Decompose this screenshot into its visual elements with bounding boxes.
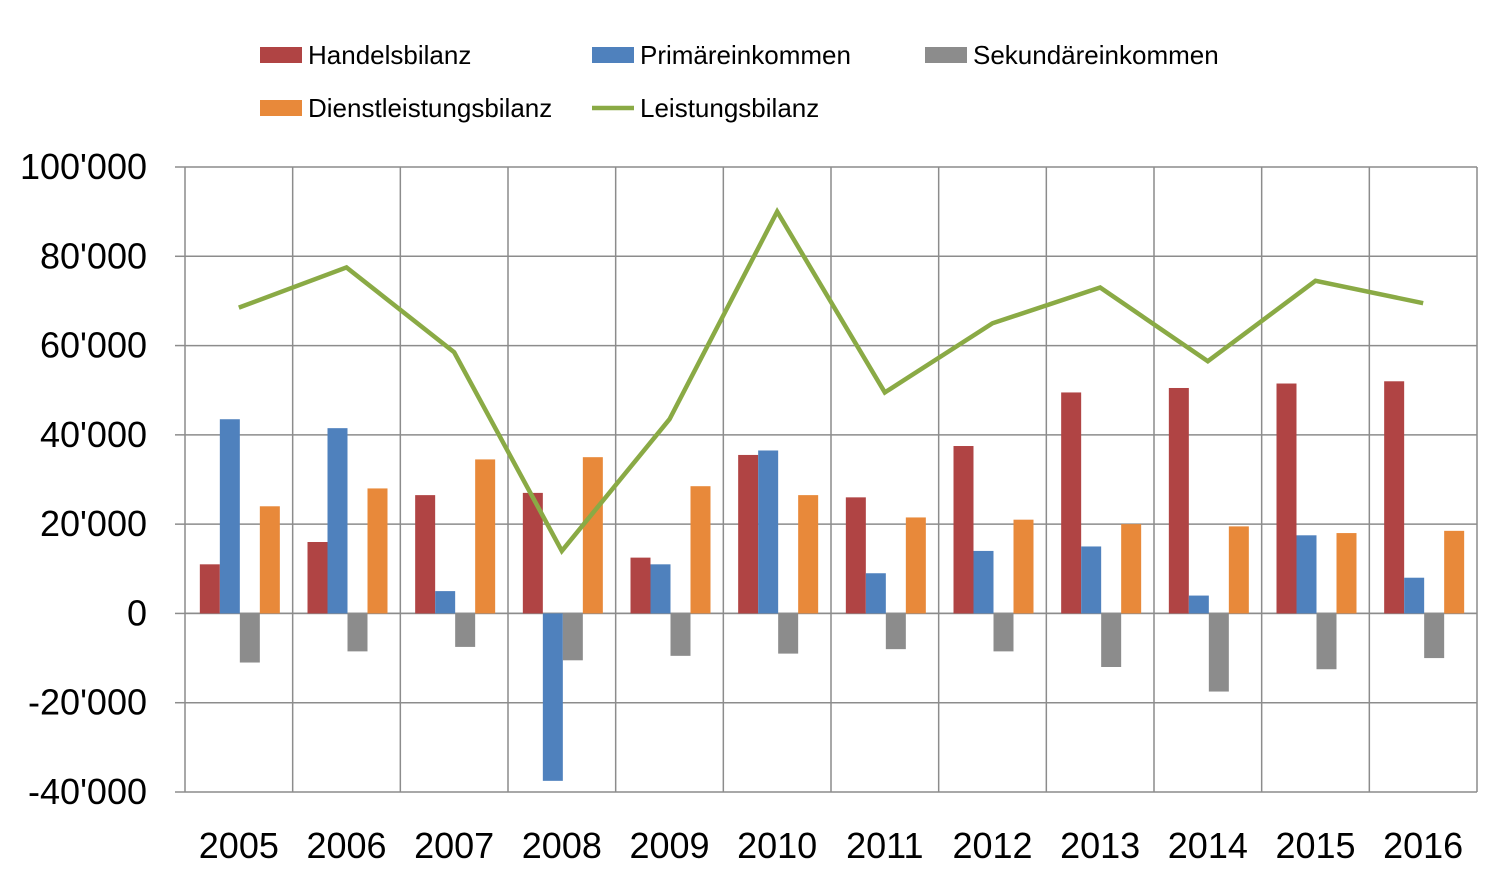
bar-primäreinkommen	[973, 550, 994, 614]
bar-handelsbilanz	[845, 497, 866, 614]
line-series	[238, 207, 1424, 555]
bar-primäreinkommen	[650, 564, 671, 614]
bar-dienstleistungsbilanz	[367, 488, 388, 614]
bar-primäreinkommen	[1188, 595, 1209, 614]
y-tick-label: 100'000	[20, 146, 147, 187]
y-tick-label: -20'000	[28, 682, 147, 723]
x-tick-label: 2010	[737, 825, 817, 866]
y-tick-label: 60'000	[40, 325, 147, 366]
bar-dienstleistungsbilanz	[1444, 530, 1465, 614]
bar-primäreinkommen	[865, 573, 886, 614]
bar-handelsbilanz	[1061, 392, 1082, 614]
x-tick-label: 2007	[414, 825, 494, 866]
bar-sekundäreinkommen	[778, 613, 799, 654]
bar-sekundäreinkommen	[239, 613, 260, 663]
bar-handelsbilanz	[738, 454, 759, 614]
bars	[199, 381, 1465, 781]
bar-handelsbilanz	[630, 557, 651, 614]
bar-dienstleistungsbilanz	[475, 459, 496, 614]
legend-label: Dienstleistungsbilanz	[308, 93, 552, 123]
legend-label: Handelsbilanz	[308, 40, 471, 70]
y-tick-label: 80'000	[40, 235, 147, 276]
axes: 100'000 80'000 60'000 40'000 20'000 0 -20'000 -…	[20, 146, 1463, 866]
bar-sekundäreinkommen	[455, 613, 476, 647]
bar-handelsbilanz	[953, 446, 974, 614]
x-tick-label: 2015	[1275, 825, 1355, 866]
bar-primäreinkommen	[435, 591, 456, 614]
bar-sekundäreinkommen	[1424, 613, 1445, 659]
bar-primäreinkommen	[1296, 535, 1317, 614]
y-tick-label: 40'000	[40, 414, 147, 455]
line-leistungsbilanz	[238, 207, 1424, 555]
bar-dienstleistungsbilanz	[1228, 526, 1249, 614]
x-tick-label: 2013	[1060, 825, 1140, 866]
bar-sekundäreinkommen	[885, 613, 906, 650]
legend-swatch	[592, 47, 634, 63]
bar-primäreinkommen	[1081, 546, 1102, 614]
bar-dienstleistungsbilanz	[905, 517, 926, 614]
bar-dienstleistungsbilanz	[1121, 524, 1142, 614]
x-tick-label: 2011	[846, 825, 923, 866]
bar-primäreinkommen	[327, 428, 348, 614]
bar-dienstleistungsbilanz	[582, 457, 603, 614]
bar-sekundäreinkommen	[1101, 613, 1122, 667]
x-tick-label: 2016	[1383, 825, 1463, 866]
bar-handelsbilanz	[415, 495, 436, 614]
y-tick-label: 20'000	[40, 503, 147, 544]
legend: Handelsbilanz Primäreinkommen Sekundäreink…	[260, 40, 1219, 123]
y-tick-label: 0	[127, 592, 147, 633]
bar-primäreinkommen	[1404, 577, 1425, 614]
bar-handelsbilanz	[522, 492, 543, 614]
bar-dienstleistungsbilanz	[259, 506, 280, 614]
x-tick-label: 2014	[1168, 825, 1248, 866]
x-tick-label: 2005	[199, 825, 279, 866]
legend-label: Leistungsbilanz	[640, 93, 819, 123]
y-tick-label: -40'000	[28, 771, 147, 812]
legend-label: Primäreinkommen	[640, 40, 851, 70]
bar-handelsbilanz	[199, 564, 220, 614]
bar-sekundäreinkommen	[347, 613, 368, 652]
legend-swatch	[260, 47, 302, 63]
x-tick-label: 2012	[952, 825, 1032, 866]
bar-handelsbilanz	[1276, 383, 1297, 614]
legend-swatch	[925, 47, 967, 63]
bar-dienstleistungsbilanz	[1013, 519, 1034, 614]
x-tick-label: 2008	[522, 825, 602, 866]
bar-handelsbilanz	[307, 542, 328, 614]
bar-sekundäreinkommen	[1316, 613, 1337, 670]
bar-dienstleistungsbilanz	[690, 486, 711, 614]
bar-dienstleistungsbilanz	[798, 495, 819, 614]
bar-primäreinkommen	[219, 419, 240, 614]
x-tick-label: 2006	[306, 825, 386, 866]
bar-dienstleistungsbilanz	[1336, 533, 1357, 614]
bar-handelsbilanz	[1384, 381, 1405, 614]
bar-sekundäreinkommen	[562, 613, 583, 661]
grid	[184, 166, 1478, 793]
bar-sekundäreinkommen	[993, 613, 1014, 652]
legend-swatch	[260, 100, 302, 116]
bar-primäreinkommen	[542, 613, 563, 781]
bar-primäreinkommen	[758, 450, 779, 614]
bar-handelsbilanz	[1168, 387, 1189, 614]
x-tick-label: 2009	[629, 825, 709, 866]
bar-sekundäreinkommen	[670, 613, 691, 656]
bar-sekundäreinkommen	[1208, 613, 1229, 692]
legend-label: Sekundäreinkommen	[973, 40, 1219, 70]
